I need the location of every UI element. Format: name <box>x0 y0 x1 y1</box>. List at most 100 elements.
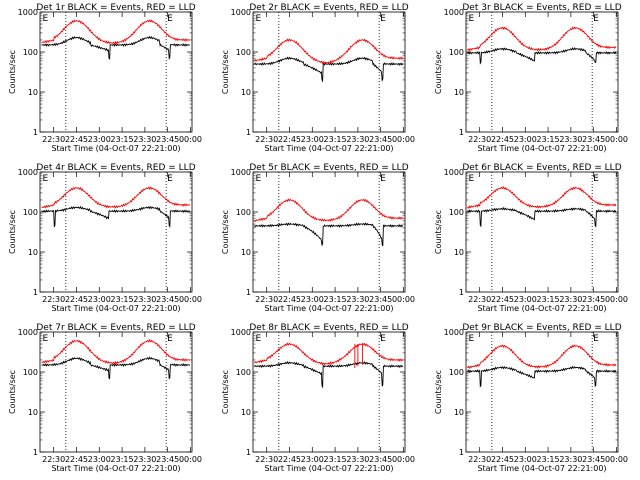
x-axis-label: Start Time (04-Oct-07 22:21:00) <box>264 464 393 473</box>
e-marker: E <box>469 334 475 344</box>
plot-frame <box>39 11 193 133</box>
y-axis-label: Counts/sec <box>221 370 230 414</box>
series-events-line <box>254 56 404 83</box>
chart-panel-2: Det 2r BLACK = Events, RED = LLD 1 10 100 10… <box>221 3 415 153</box>
x-axis-label: Start Time (04-Oct-07 22:21:00) <box>51 464 180 473</box>
x-tick-label: 23:00 <box>301 295 324 304</box>
y-tick-label: 10 <box>454 408 464 417</box>
e-marker: E <box>469 14 475 24</box>
x-tick-label: 23:00 <box>301 455 324 464</box>
y-axis-label: Counts/sec <box>434 210 443 254</box>
x-tick-label: 22:45 <box>278 135 301 144</box>
y-tick-label: 10 <box>454 248 464 257</box>
x-tick-label: 00:00 <box>605 455 628 464</box>
x-tick-label: 22:30 <box>42 295 65 304</box>
y-axis-label: Counts/sec <box>434 370 443 414</box>
panel-title: Det 9r BLACK = Events, RED = LLD <box>462 323 621 333</box>
x-tick-label: 23:45 <box>156 135 179 144</box>
plot-frame <box>39 331 193 453</box>
x-tick-label: 23:15 <box>111 295 134 304</box>
y-tick-label: 1 <box>246 128 251 137</box>
x-tick-label: 23:15 <box>111 455 134 464</box>
x-tick-label: 23:00 <box>88 135 111 144</box>
y-tick-label: 1 <box>459 288 464 297</box>
e-marker: E <box>593 174 599 184</box>
y-tick-label: 1000 <box>231 8 251 17</box>
y-tick-label: 1000 <box>231 168 251 177</box>
series-events-line <box>467 206 617 228</box>
x-tick-label: 23:15 <box>324 455 347 464</box>
y-tick-label: 1 <box>246 448 251 457</box>
x-axis-label: Start Time (04-Oct-07 22:21:00) <box>477 464 606 473</box>
series-lld-line <box>254 342 404 366</box>
x-tick-label: 22:45 <box>491 455 514 464</box>
chart-panel-1: Det 1r BLACK = Events, RED = LLD 1 10 100 10… <box>8 3 202 153</box>
series-events-line <box>467 46 617 65</box>
x-tick-label: 23:00 <box>514 295 537 304</box>
x-tick-label: 23:00 <box>301 135 324 144</box>
x-tick-label: 23:15 <box>324 295 347 304</box>
x-tick-label: 22:30 <box>255 295 278 304</box>
y-tick-label: 1000 <box>444 328 464 337</box>
x-tick-label: 23:45 <box>369 455 392 464</box>
x-tick-label: 00:00 <box>605 295 628 304</box>
plot-frame <box>465 331 619 453</box>
e-marker: E <box>256 14 262 24</box>
y-tick-label: 1 <box>459 448 464 457</box>
y-tick-label: 10 <box>241 248 251 257</box>
series-events-line <box>254 360 404 389</box>
y-tick-label: 1 <box>459 128 464 137</box>
x-tick-label: 23:30 <box>559 455 582 464</box>
plot-frame <box>252 331 406 453</box>
y-tick-label: 1000 <box>18 168 38 177</box>
x-axis-label: Start Time (04-Oct-07 22:21:00) <box>51 304 180 313</box>
x-tick-label: 22:30 <box>42 135 65 144</box>
series-events-line <box>254 222 404 247</box>
e-marker: E <box>469 174 475 184</box>
y-tick-label: 1000 <box>18 328 38 337</box>
x-tick-label: 23:15 <box>537 455 560 464</box>
y-tick-label: 1000 <box>231 328 251 337</box>
e-marker: E <box>256 174 262 184</box>
y-tick-label: 1 <box>33 128 38 137</box>
e-marker: E <box>256 334 262 344</box>
chart-panel-8: Det 8r BLACK = Events, RED = LLD 1 10 100 10… <box>221 323 415 473</box>
plot-frame <box>39 171 193 293</box>
x-tick-label: 23:45 <box>156 455 179 464</box>
x-tick-label: 22:45 <box>65 135 88 144</box>
y-tick-label: 100 <box>449 368 464 377</box>
x-tick-label: 00:00 <box>179 295 202 304</box>
y-axis-label: Counts/sec <box>221 50 230 94</box>
y-tick-label: 1 <box>246 288 251 297</box>
chart-panel-3: Det 3r BLACK = Events, RED = LLD 1 10 100 10… <box>434 3 628 153</box>
plot-frame <box>465 11 619 133</box>
y-axis-label: Counts/sec <box>8 370 17 414</box>
x-tick-label: 23:30 <box>346 455 369 464</box>
x-tick-label: 22:30 <box>42 455 65 464</box>
x-tick-label: 22:45 <box>491 295 514 304</box>
x-axis-label: Start Time (04-Oct-07 22:21:00) <box>477 304 606 313</box>
series-events-line <box>41 205 191 228</box>
x-tick-label: 23:45 <box>582 455 605 464</box>
y-axis-label: Counts/sec <box>8 50 17 94</box>
x-tick-label: 23:15 <box>111 135 134 144</box>
plot-frame <box>252 171 406 293</box>
y-axis-label: Counts/sec <box>8 210 17 254</box>
y-tick-label: 1000 <box>18 8 38 17</box>
x-tick-label: 22:45 <box>65 295 88 304</box>
x-tick-label: 23:45 <box>582 295 605 304</box>
x-tick-label: 23:45 <box>156 295 179 304</box>
y-tick-label: 100 <box>449 208 464 217</box>
y-tick-label: 10 <box>241 88 251 97</box>
panel-title: Det 3r BLACK = Events, RED = LLD <box>462 3 621 13</box>
x-tick-label: 00:00 <box>179 135 202 144</box>
y-tick-label: 100 <box>236 48 251 57</box>
x-tick-label: 23:00 <box>514 455 537 464</box>
y-tick-label: 10 <box>28 88 38 97</box>
panel-title: Det 2r BLACK = Events, RED = LLD <box>249 3 408 13</box>
y-tick-label: 100 <box>449 48 464 57</box>
series-lld-line <box>254 38 404 65</box>
e-marker: E <box>43 14 49 24</box>
e-marker: E <box>167 174 173 184</box>
